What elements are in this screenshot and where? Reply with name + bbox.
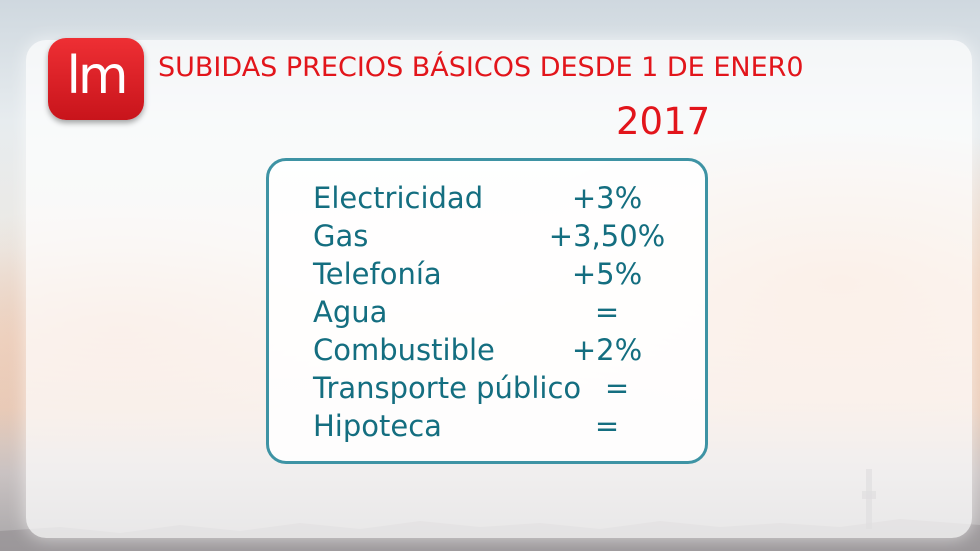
table-row: Combustible +2% bbox=[269, 331, 705, 369]
price-table: Electricidad +3% Gas +3,50% Telefonía +5… bbox=[266, 158, 708, 464]
row-label: Telefonía bbox=[313, 257, 442, 291]
logo-text: lm bbox=[66, 46, 128, 106]
year-label: 2017 bbox=[616, 100, 711, 143]
row-value: +3% bbox=[571, 181, 643, 215]
row-label: Gas bbox=[313, 219, 369, 253]
table-row: Electricidad +3% bbox=[269, 179, 705, 217]
row-value: +2% bbox=[571, 333, 643, 367]
row-value: +5% bbox=[571, 257, 643, 291]
table-row: Gas +3,50% bbox=[269, 217, 705, 255]
table-row: Transporte público = bbox=[269, 369, 705, 407]
table-row: Telefonía +5% bbox=[269, 255, 705, 293]
page-title: SUBIDAS PRECIOS BÁSICOS DESDE 1 DE ENER0 bbox=[158, 52, 804, 83]
row-label: Transporte público bbox=[313, 371, 582, 405]
row-value: = bbox=[594, 295, 620, 329]
row-label: Agua bbox=[313, 295, 388, 329]
table-row: Hipoteca = bbox=[269, 407, 705, 445]
row-value: = bbox=[604, 371, 630, 405]
row-label: Electricidad bbox=[313, 181, 484, 215]
channel-logo: lm bbox=[48, 38, 144, 120]
row-label: Combustible bbox=[313, 333, 495, 367]
table-row: Agua = bbox=[269, 293, 705, 331]
row-value: +3,50% bbox=[548, 219, 666, 253]
row-label: Hipoteca bbox=[313, 409, 442, 443]
row-value: = bbox=[594, 409, 620, 443]
